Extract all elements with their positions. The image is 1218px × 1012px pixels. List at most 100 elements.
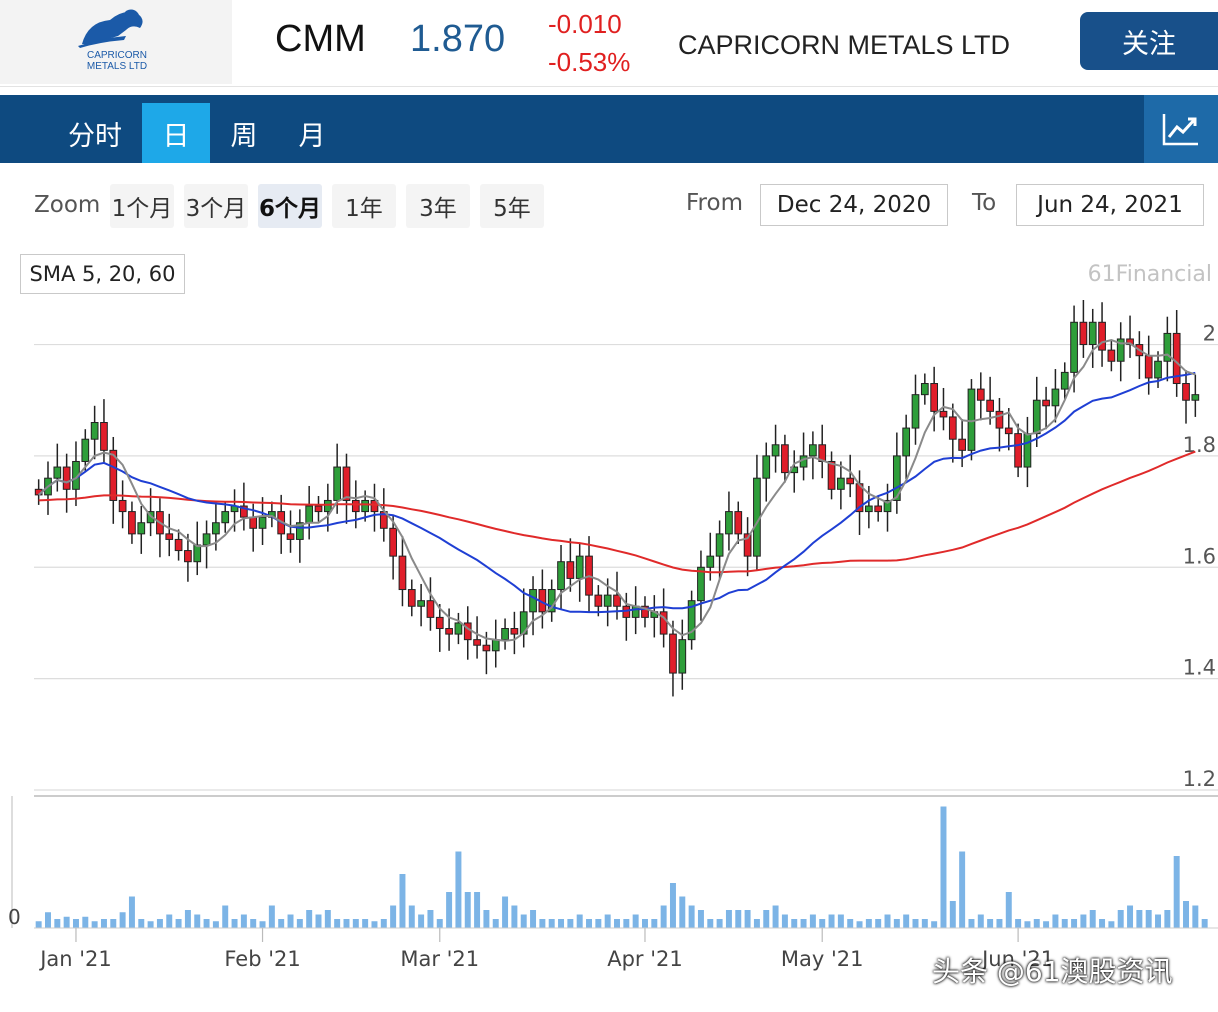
candle-body xyxy=(1051,388,1060,407)
candle-body xyxy=(892,455,901,501)
volume-bar xyxy=(324,910,331,928)
candle-body xyxy=(454,622,463,635)
candle-body xyxy=(641,605,649,618)
x-tick-label: Apr '21 xyxy=(607,947,683,971)
zoom-6m-button[interactable]: 6个月 xyxy=(258,184,322,228)
volume-bar xyxy=(511,905,518,928)
volume-bar xyxy=(875,919,882,928)
volume-bar xyxy=(987,919,994,928)
candle-body xyxy=(1004,427,1013,435)
candle-body xyxy=(361,499,370,513)
x-tick-label: Jun '21 xyxy=(980,947,1054,971)
volume-bar xyxy=(1015,919,1022,928)
zoom-1m-button[interactable]: 1个月 xyxy=(110,184,174,228)
volume-bar xyxy=(595,919,602,928)
volume-bar xyxy=(492,919,499,928)
candle-body xyxy=(613,594,621,607)
candle-body xyxy=(473,639,481,646)
candle-body xyxy=(678,639,687,674)
candle-body xyxy=(370,499,379,513)
volume-bar xyxy=(231,919,238,928)
zoom-3y-button[interactable]: 3年 xyxy=(406,184,470,228)
volume-bar xyxy=(1061,919,1068,928)
candle-body xyxy=(165,533,174,540)
candle-body xyxy=(90,422,99,440)
volume-bar xyxy=(977,914,984,928)
volume-bar xyxy=(240,914,247,928)
x-tick-label: May '21 xyxy=(781,947,864,971)
tab-intraday[interactable]: 分时 xyxy=(68,120,122,152)
follow-button[interactable]: 关注 xyxy=(1080,12,1218,70)
candle-body xyxy=(202,533,211,546)
candle-body xyxy=(883,499,892,513)
candle-body xyxy=(100,422,108,451)
volume-bar xyxy=(968,919,975,928)
volume-bar xyxy=(380,919,387,928)
line-chart-icon xyxy=(1162,114,1198,146)
candle-body xyxy=(958,438,966,451)
candle-body xyxy=(1163,332,1172,362)
candle-body xyxy=(435,616,444,630)
candle-body xyxy=(566,561,575,579)
tab-monthly[interactable]: 月 xyxy=(298,120,326,152)
from-date-input[interactable]: Dec 24, 2020 xyxy=(760,184,948,226)
chart-type-button[interactable] xyxy=(1144,95,1218,163)
candle-body xyxy=(743,533,752,557)
candle-body xyxy=(781,444,789,474)
candle-body xyxy=(426,600,435,618)
company-logo: CAPRICORN METALS LTD xyxy=(0,0,232,84)
volume-bar xyxy=(949,901,956,928)
zoom-3m-button[interactable]: 3个月 xyxy=(184,184,248,228)
volume-bar xyxy=(1192,905,1199,928)
candle-body xyxy=(286,533,295,540)
volume-bar xyxy=(753,919,760,928)
candle-body xyxy=(771,444,780,457)
y-tick-label: 2 xyxy=(1203,322,1216,346)
sma20-line xyxy=(38,371,1196,614)
volume-bar xyxy=(184,910,191,928)
volume-bar xyxy=(893,919,900,928)
candle-body xyxy=(193,544,202,563)
y-tick-label: 1.8 xyxy=(1183,433,1216,457)
candle-body xyxy=(995,410,1004,429)
candle-body xyxy=(258,516,267,529)
y-axis: 2 1.8 1.6 1.4 1.2 0 xyxy=(8,322,1216,929)
candle-body xyxy=(212,522,220,535)
candle-body xyxy=(1098,321,1106,351)
volume-bar xyxy=(735,910,742,928)
volume-zero-label: 0 xyxy=(8,905,21,929)
candle-body xyxy=(1182,383,1190,401)
volume-bar xyxy=(446,892,453,928)
candle-body xyxy=(827,460,836,490)
price-change: -0.010 -0.53% xyxy=(548,5,630,81)
indicator-button[interactable]: SMA 5, 20, 60 xyxy=(20,254,185,294)
price-chart[interactable]: 2 1.8 1.6 1.4 1.2 0 Jan '21 Feb '21 Mar '21 Apr … xyxy=(0,300,1218,1000)
period-tabs: 分时 日 周 月 xyxy=(0,95,1218,163)
to-date-input[interactable]: Jun 24, 2021 xyxy=(1016,184,1204,226)
volume-bar xyxy=(175,919,182,928)
volume-bar xyxy=(1145,910,1152,928)
candle-body xyxy=(697,566,705,602)
volume-bar xyxy=(959,851,966,928)
volume-bar xyxy=(586,919,593,928)
volume-bar xyxy=(352,919,359,928)
x-tick-label: Jan '21 xyxy=(38,947,112,971)
candle-body xyxy=(407,589,416,607)
volume-bar xyxy=(856,921,863,928)
tab-daily[interactable]: 日 xyxy=(142,103,210,163)
candle-body xyxy=(81,438,90,462)
zoom-1y-button[interactable]: 1年 xyxy=(332,184,396,228)
tab-weekly[interactable]: 周 xyxy=(230,120,258,152)
ram-logo-icon xyxy=(78,9,143,48)
x-tick-label: Mar '21 xyxy=(400,947,479,971)
volume-bar xyxy=(567,919,574,928)
candle-body xyxy=(314,505,323,513)
volume-bar xyxy=(660,905,667,928)
zoom-5y-button[interactable]: 5年 xyxy=(480,184,544,228)
volume-bar xyxy=(548,919,555,928)
volume-bar xyxy=(287,914,294,928)
change-percent: -0.53% xyxy=(548,47,631,77)
volume-bar xyxy=(669,883,676,928)
from-label: From xyxy=(686,190,743,216)
candle-body xyxy=(557,561,565,591)
